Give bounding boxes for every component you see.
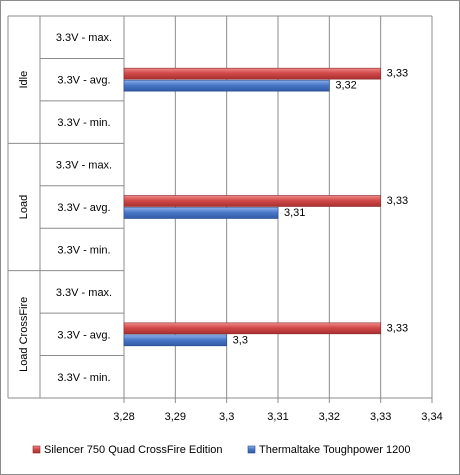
legend-label: Silencer 750 Quad CrossFire Edition [44,444,223,456]
category-label: 3.3V - max. [56,32,112,44]
bar-silencer [123,195,381,207]
group-label: Load [18,195,30,219]
x-tick-label: 3,3 [219,411,234,423]
data-label: 3,3 [233,334,248,346]
data-label: 3,33 [387,195,408,207]
data-label: 3,33 [387,68,408,80]
data-label: 3,33 [387,322,408,334]
category-label: 3.3V - avg. [57,75,110,87]
category-label: 3.3V - min. [57,117,110,129]
data-label: 3,32 [335,80,356,92]
category-label: 3.3V - min. [57,372,110,384]
legend-swatch [32,445,41,454]
category-label: 3.3V - max. [56,160,112,172]
x-tick-label: 3,33 [370,411,391,423]
x-tick-label: 3,28 [113,411,134,423]
legend-swatch [247,445,256,454]
x-tick-label: 3,31 [267,411,288,423]
category-label: 3.3V - avg. [57,202,110,214]
bar-thermaltake [123,79,330,92]
group-label: Idle [18,71,30,89]
data-label: 3,31 [284,207,305,219]
bar-silencer [123,67,381,80]
x-tick-label: 3,32 [319,411,340,423]
legend-label: Thermaltake Toughpower 1200 [259,444,410,456]
bar-silencer [123,322,381,335]
group-label: Load CrossFire [18,297,30,372]
category-label: 3.3V - min. [57,244,110,256]
category-label: 3.3V - max. [56,287,112,299]
bar-thermaltake [123,334,227,347]
x-tick-label: 3,34 [421,411,442,423]
x-tick-label: 3,29 [165,411,186,423]
bar-thermaltake [123,207,279,219]
category-label: 3.3V - avg. [57,329,110,341]
